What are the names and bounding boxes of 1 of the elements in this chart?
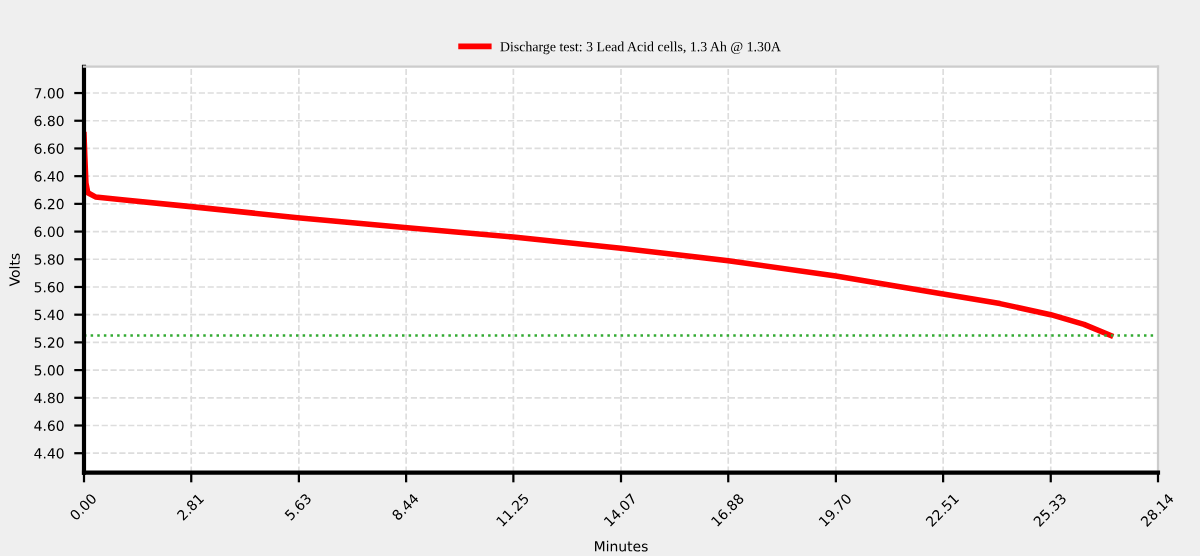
line-series — [84, 131, 1114, 339]
